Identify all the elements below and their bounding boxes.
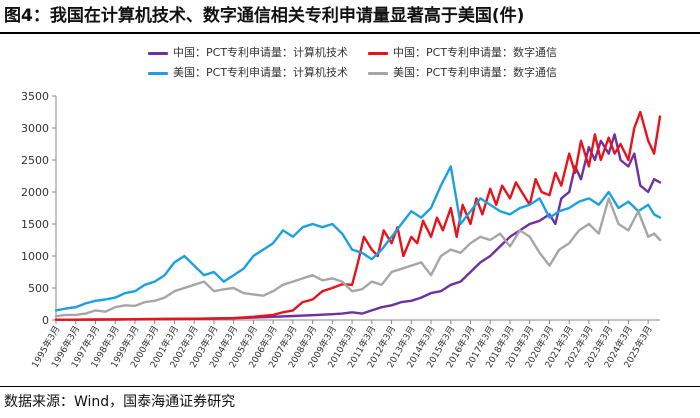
data-source-note: 数据来源：Wind，国泰海通证券研究 — [4, 394, 236, 410]
legend-item-cn-computing: 中国：PCT专利申请量：计算机技术 — [148, 44, 348, 62]
y-tick-label: 500 — [28, 282, 49, 295]
legend-swatch-us-digital-comm — [368, 71, 388, 75]
chart-legend: 中国：PCT专利申请量：计算机技术 中国：PCT专利申请量：数字通信 美国：PC… — [148, 42, 578, 82]
y-tick-label: 2500 — [21, 154, 49, 167]
series-line-cn-computing — [54, 133, 662, 321]
legend-swatch-us-computing — [148, 71, 168, 75]
legend-label-cn-digital-comm: 中国：PCT专利申请量：数字通信 — [393, 46, 558, 59]
series-line-us-digital-comm — [54, 197, 662, 318]
chart-axes: 05001000150020002500300035001995年3月1996年… — [21, 90, 660, 370]
line-chart: 05001000150020002500300035001995年3月1996年… — [21, 90, 662, 370]
source-rule — [0, 386, 700, 387]
legend-label-cn-computing: 中国：PCT专利申请量：计算机技术 — [173, 46, 349, 59]
y-tick-label: 3500 — [21, 90, 49, 103]
legend-item-cn-digital-comm: 中国：PCT专利申请量：数字通信 — [368, 44, 557, 62]
chart-series-layer — [54, 110, 662, 321]
y-tick-label: 0 — [42, 314, 49, 327]
y-tick-label: 1500 — [21, 218, 49, 231]
series-line-us-computing — [54, 165, 662, 312]
title-rule — [0, 32, 700, 34]
legend-item-us-digital-comm: 美国：PCT专利申请量：数字通信 — [368, 64, 557, 82]
legend-swatch-cn-digital-comm — [368, 51, 388, 55]
y-tick-label: 3000 — [21, 122, 49, 135]
series-line-cn-digital-comm — [54, 110, 662, 321]
y-tick-label: 1000 — [21, 250, 49, 263]
legend-item-us-computing: 美国：PCT专利申请量：计算机技术 — [148, 64, 348, 82]
legend-swatch-cn-computing — [148, 51, 168, 55]
y-tick-label: 2000 — [21, 186, 49, 199]
legend-label-us-digital-comm: 美国：PCT专利申请量：数字通信 — [393, 66, 558, 79]
figure-title: 图4：我国在计算机技术、数字通信相关专利申请量显著高于美国(件) — [4, 6, 525, 26]
legend-label-us-computing: 美国：PCT专利申请量：计算机技术 — [173, 66, 349, 79]
